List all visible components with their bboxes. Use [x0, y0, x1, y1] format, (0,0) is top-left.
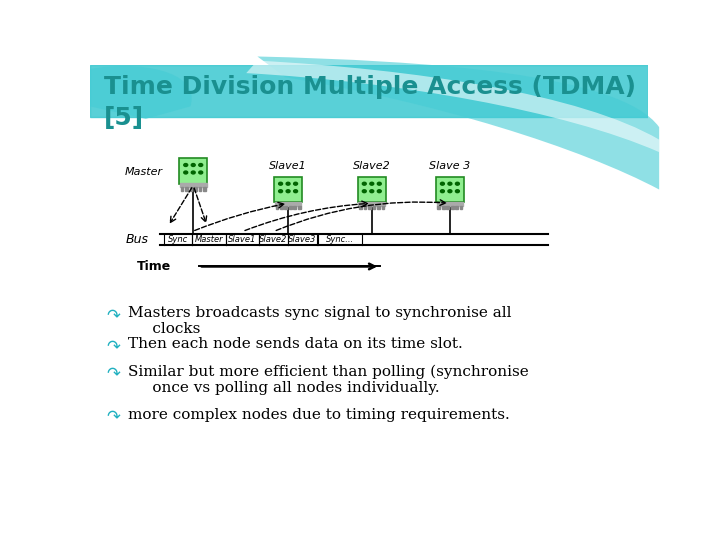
Text: Bus: Bus — [125, 233, 148, 246]
Text: Master: Master — [125, 167, 163, 177]
FancyBboxPatch shape — [274, 177, 302, 202]
Bar — [180, 183, 207, 187]
Circle shape — [377, 183, 382, 185]
Circle shape — [286, 190, 290, 193]
Bar — [368, 206, 371, 210]
Text: Sync: Sync — [168, 235, 189, 244]
Circle shape — [456, 183, 459, 185]
Circle shape — [294, 183, 297, 185]
Circle shape — [184, 164, 188, 166]
Text: ↷: ↷ — [107, 306, 121, 324]
Text: ↷: ↷ — [107, 337, 121, 355]
Bar — [455, 206, 458, 210]
Text: Masters broadcasts sync signal to synchronise all
     clocks: Masters broadcasts sync signal to synchr… — [128, 306, 511, 336]
Bar — [442, 206, 445, 210]
Circle shape — [370, 183, 374, 185]
Circle shape — [448, 190, 452, 193]
Bar — [289, 206, 292, 210]
Text: Slave1: Slave1 — [269, 161, 307, 171]
Circle shape — [377, 190, 382, 193]
PathPatch shape — [258, 57, 660, 190]
Text: ↷: ↷ — [107, 408, 121, 426]
Text: Slave3: Slave3 — [289, 235, 317, 244]
Bar — [459, 206, 462, 210]
Bar — [194, 187, 197, 191]
Text: Time: Time — [137, 260, 171, 273]
Bar — [298, 206, 301, 210]
Bar — [382, 206, 384, 210]
Text: Time Division Multiple Access (TDMA): Time Division Multiple Access (TDMA) — [104, 75, 636, 99]
FancyBboxPatch shape — [179, 158, 207, 184]
Bar — [373, 206, 375, 210]
Bar — [359, 206, 362, 210]
Circle shape — [448, 183, 452, 185]
Text: ↷: ↷ — [107, 364, 121, 382]
Bar — [293, 206, 296, 210]
Bar — [185, 187, 188, 191]
Circle shape — [370, 190, 374, 193]
Bar — [275, 202, 302, 206]
Text: more complex nodes due to timing requirements.: more complex nodes due to timing require… — [128, 408, 510, 422]
Text: Master: Master — [194, 235, 223, 244]
Circle shape — [199, 164, 203, 166]
Bar — [181, 187, 184, 191]
PathPatch shape — [90, 66, 192, 119]
Circle shape — [192, 171, 195, 174]
Circle shape — [362, 190, 366, 193]
Bar — [446, 206, 449, 210]
Bar — [189, 187, 192, 191]
Bar — [437, 206, 440, 210]
Circle shape — [286, 183, 290, 185]
Circle shape — [362, 183, 366, 185]
Circle shape — [184, 171, 188, 174]
PathPatch shape — [246, 60, 660, 152]
FancyBboxPatch shape — [358, 177, 386, 202]
Bar — [436, 202, 463, 206]
Text: Slave 3: Slave 3 — [429, 161, 471, 171]
Text: Similar but more efficient than polling (synchronise
     once vs polling all no: Similar but more efficient than polling … — [128, 364, 528, 395]
Text: Slave1: Slave1 — [228, 235, 256, 244]
Text: Sync...: Sync... — [326, 235, 354, 244]
Bar — [280, 206, 283, 210]
Text: [5]: [5] — [104, 106, 144, 130]
Bar — [199, 187, 202, 191]
Bar — [377, 206, 380, 210]
Circle shape — [294, 190, 297, 193]
Circle shape — [199, 171, 203, 174]
Bar — [203, 187, 206, 191]
Circle shape — [192, 164, 195, 166]
Circle shape — [279, 190, 282, 193]
Text: Slave2: Slave2 — [259, 235, 288, 244]
Bar — [284, 206, 287, 210]
FancyBboxPatch shape — [436, 177, 464, 202]
Bar — [90, 65, 648, 117]
Circle shape — [279, 183, 282, 185]
Circle shape — [456, 190, 459, 193]
Text: Then each node sends data on its time slot.: Then each node sends data on its time sl… — [128, 337, 463, 351]
Bar — [364, 206, 366, 210]
Circle shape — [441, 190, 444, 193]
Text: Slave2: Slave2 — [353, 161, 391, 171]
Bar — [276, 206, 279, 210]
Bar — [451, 206, 454, 210]
Bar — [359, 202, 385, 206]
Circle shape — [441, 183, 444, 185]
